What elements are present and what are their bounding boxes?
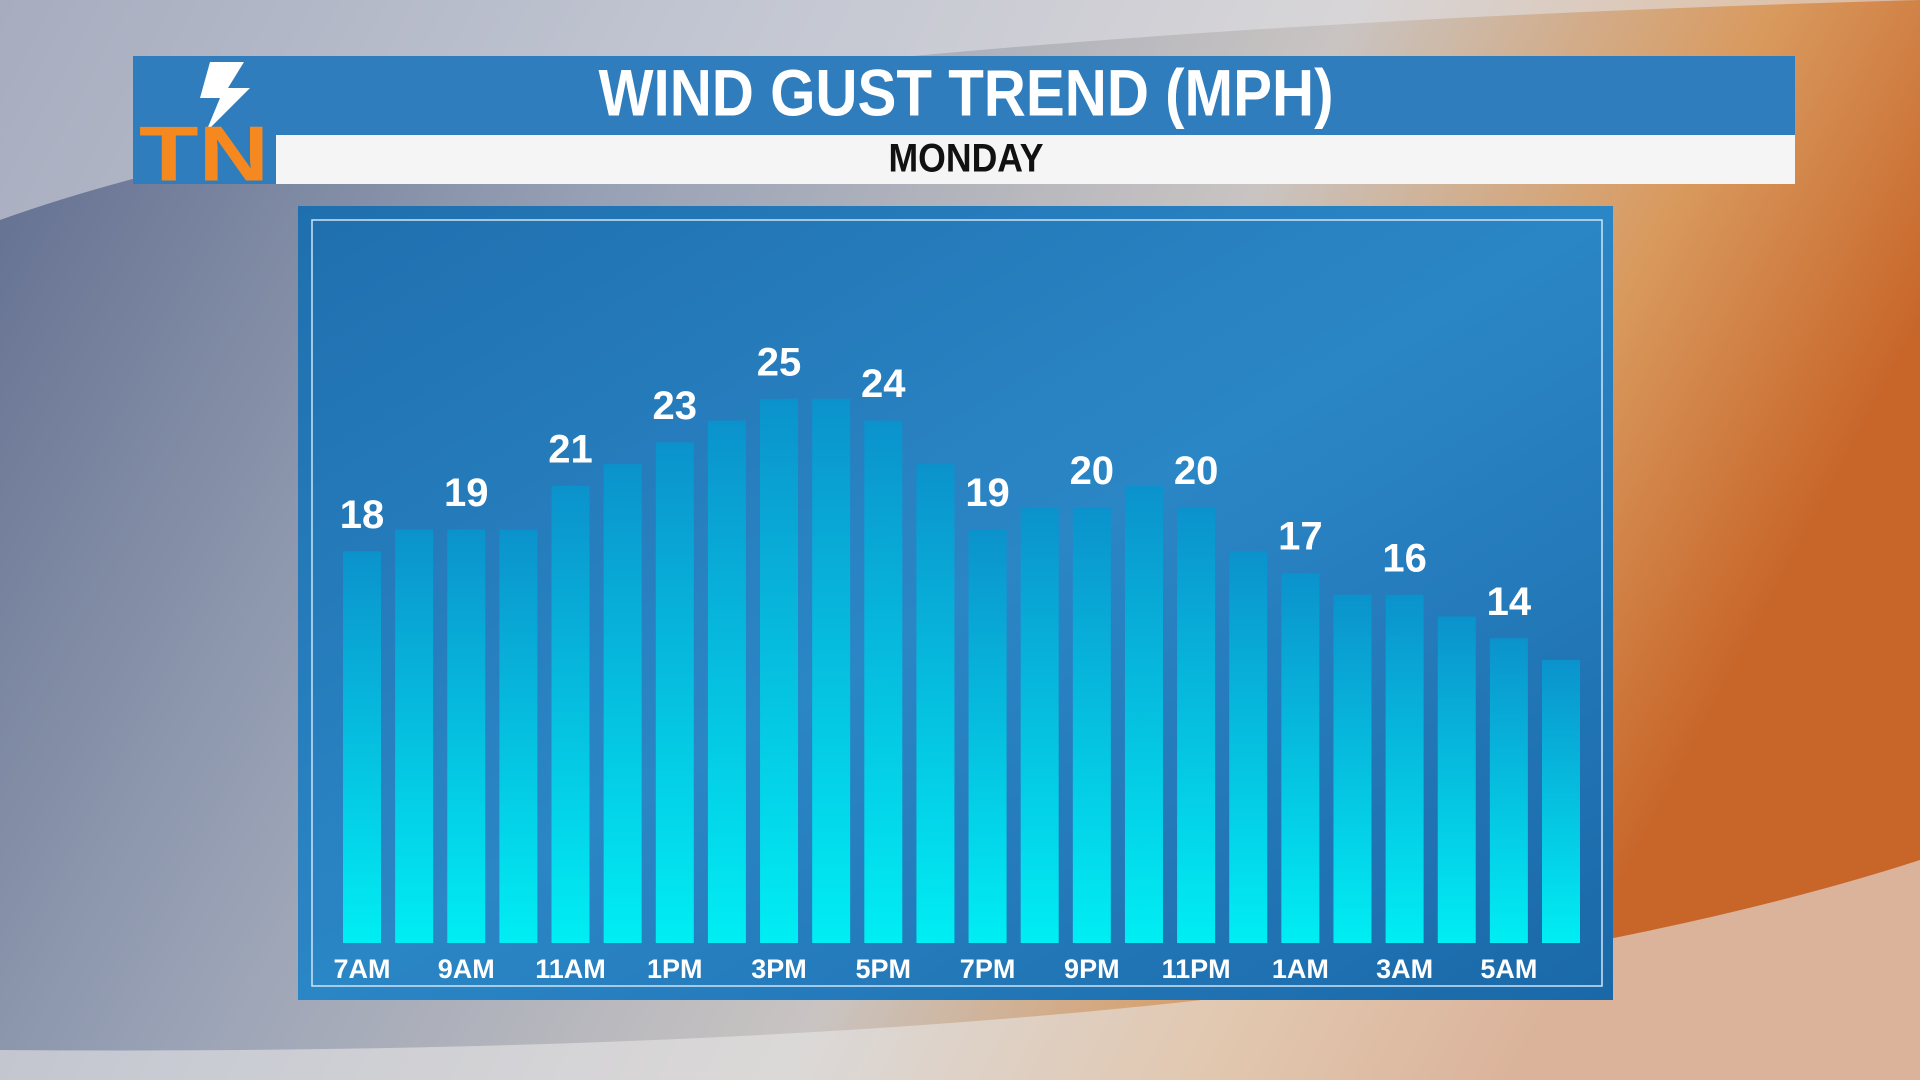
bar (1177, 507, 1216, 943)
x-tick-label: 1AM (1272, 954, 1329, 984)
data-label: 23 (653, 384, 698, 428)
x-tick-label: 1PM (647, 954, 703, 984)
panel-border (311, 219, 1603, 987)
background-swoosh (0, 860, 1920, 1080)
data-label: 19 (965, 471, 1010, 515)
bar (1489, 638, 1528, 943)
logo-box (133, 56, 276, 184)
bar (447, 529, 486, 943)
bar (968, 529, 1007, 943)
bar (395, 529, 434, 943)
bar (603, 464, 642, 943)
bar (1333, 594, 1372, 943)
bar (1437, 616, 1476, 943)
x-tick-label: 7PM (960, 954, 1016, 984)
x-tick-label: 11AM (535, 954, 606, 984)
background-swoosh (0, 0, 1920, 220)
data-label: 20 (1070, 449, 1115, 493)
chart-subtitle: MONDAY (889, 137, 1044, 181)
data-label: 24 (861, 362, 906, 406)
bar (499, 529, 538, 943)
subtitle-band (276, 135, 1795, 184)
header-bar (133, 56, 1795, 135)
data-label: 25 (757, 340, 802, 384)
bar (1542, 660, 1580, 943)
bar (864, 420, 903, 944)
data-label: 19 (444, 471, 489, 515)
x-tick-label: 5PM (856, 954, 912, 984)
x-tick-label: 5AM (1480, 954, 1537, 984)
bar (1385, 594, 1424, 943)
logo-bolt (200, 62, 250, 132)
bar (1124, 485, 1163, 943)
bar (551, 485, 590, 943)
plot-area: 7AM 18 9AM 19 11AM 21 1PM 23 3PM 25 5PM 24 7PM 19 9PM 2… (333, 340, 1580, 984)
bar (1229, 551, 1268, 943)
bar (1020, 507, 1059, 943)
x-tick-label: 3PM (751, 954, 807, 984)
data-label: 18 (340, 493, 385, 537)
data-label: 21 (548, 427, 593, 471)
x-tick-label: 7AM (333, 954, 390, 984)
bar (343, 551, 381, 943)
data-label: 14 (1487, 580, 1532, 624)
x-tick-label: 3AM (1376, 954, 1433, 984)
x-tick-label: 9AM (438, 954, 495, 984)
bar (916, 464, 955, 943)
bar (1072, 507, 1111, 943)
bar (812, 398, 851, 943)
data-label: 20 (1174, 449, 1219, 493)
x-tick-label: 11PM (1162, 954, 1231, 984)
bar (707, 420, 746, 944)
data-label: 17 (1278, 515, 1323, 559)
bar (760, 398, 799, 943)
data-label: 16 (1382, 536, 1427, 580)
x-tick-label: 9PM (1064, 954, 1120, 984)
bar (1281, 572, 1320, 943)
bar (655, 442, 694, 943)
logo: TN (139, 110, 269, 198)
chart-title: WIND GUST TREND (MPH) (599, 55, 1334, 129)
